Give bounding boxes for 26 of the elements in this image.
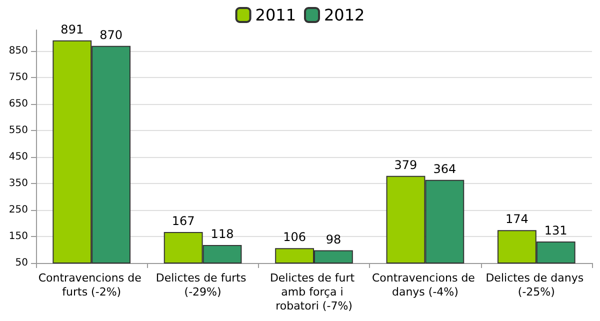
- data-label: 364: [433, 162, 456, 176]
- data-label: 131: [544, 224, 568, 238]
- data-label: 167: [172, 214, 195, 228]
- data-label: 118: [210, 226, 234, 241]
- data-label: 870: [100, 28, 123, 42]
- y-tick-label: 550: [8, 125, 28, 136]
- y-tick-label: 50: [15, 258, 28, 268]
- data-label: 379: [394, 158, 418, 172]
- x-tick-label: Contravencions de danys (-4%): [372, 272, 478, 298]
- y-tick-label: 350: [8, 178, 28, 190]
- data-label: 174: [505, 212, 528, 226]
- x-tick-label: Delictes de furt amb força i robatori (-7%): [270, 272, 358, 312]
- y-tick-label: 250: [8, 204, 28, 216]
- legend-label: 2011: [255, 6, 296, 24]
- data-label: 98: [326, 232, 342, 246]
- y-tick-label: 850: [8, 46, 28, 57]
- x-tick-label: Delictes de furts (-29%): [156, 272, 250, 298]
- x-tick-label: Delictes de danys (-25%): [486, 272, 588, 298]
- y-tick-label: 450: [8, 152, 28, 163]
- y-tick-label: 650: [8, 98, 28, 110]
- data-label: 106: [283, 230, 306, 244]
- legend-label: 2012: [324, 6, 365, 24]
- y-tick-label: 750: [8, 72, 28, 84]
- data-label: 891: [60, 22, 84, 36]
- x-tick-label: Contravencions de furts (-2%): [38, 272, 145, 298]
- y-tick-label: 150: [8, 231, 28, 242]
